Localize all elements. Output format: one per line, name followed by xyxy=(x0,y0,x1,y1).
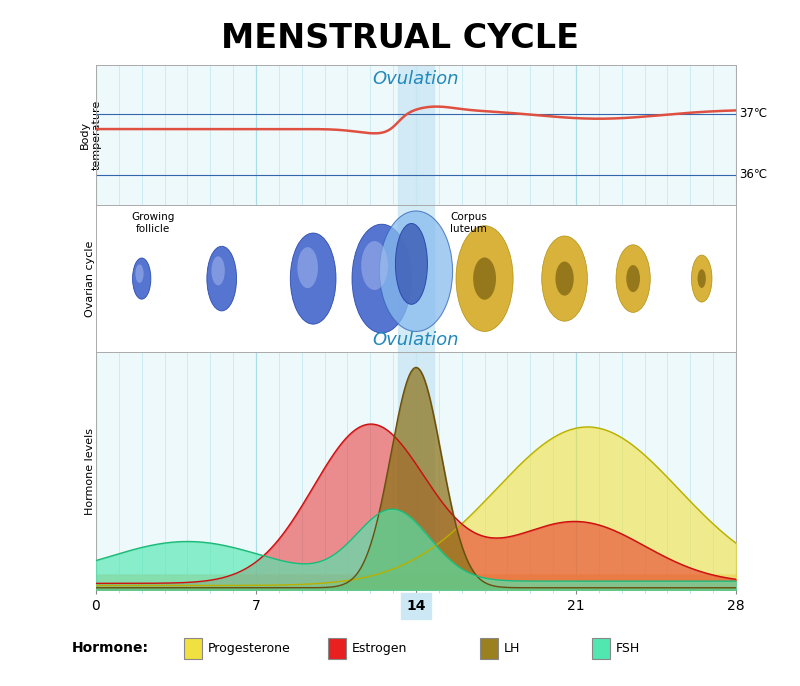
Text: Corpus
luteum: Corpus luteum xyxy=(450,213,487,234)
Ellipse shape xyxy=(133,258,151,299)
Text: MENSTRUAL CYCLE: MENSTRUAL CYCLE xyxy=(221,22,579,55)
Ellipse shape xyxy=(698,269,706,288)
Ellipse shape xyxy=(542,236,587,321)
Ellipse shape xyxy=(616,245,650,312)
Text: Growing
follicle: Growing follicle xyxy=(131,213,175,234)
Ellipse shape xyxy=(298,247,318,288)
Text: Hormone:: Hormone: xyxy=(72,641,149,655)
Text: Progesterone: Progesterone xyxy=(208,642,290,654)
Text: Ovulation: Ovulation xyxy=(373,70,459,88)
Y-axis label: Ovarian cycle: Ovarian cycle xyxy=(86,240,95,317)
Ellipse shape xyxy=(379,211,453,331)
Ellipse shape xyxy=(135,264,144,283)
Ellipse shape xyxy=(352,224,411,333)
Text: Ovulation: Ovulation xyxy=(373,331,459,349)
Y-axis label: Body
temperature: Body temperature xyxy=(80,100,102,170)
Text: Estrogen: Estrogen xyxy=(352,642,407,654)
Text: FSH: FSH xyxy=(616,642,640,654)
Bar xyxy=(398,205,434,352)
Ellipse shape xyxy=(473,257,496,300)
Ellipse shape xyxy=(626,265,640,292)
Ellipse shape xyxy=(555,261,574,296)
Text: 36℃: 36℃ xyxy=(739,168,767,181)
Ellipse shape xyxy=(211,257,225,285)
Text: 37℃: 37℃ xyxy=(739,107,767,120)
Text: LH: LH xyxy=(504,642,520,654)
Ellipse shape xyxy=(207,246,237,311)
Y-axis label: Hormone levels: Hormone levels xyxy=(86,427,95,514)
Bar xyxy=(398,65,434,205)
Ellipse shape xyxy=(395,224,427,305)
Ellipse shape xyxy=(691,255,712,302)
Ellipse shape xyxy=(362,241,388,290)
Ellipse shape xyxy=(456,226,513,331)
Bar xyxy=(398,352,434,590)
Ellipse shape xyxy=(290,233,336,324)
